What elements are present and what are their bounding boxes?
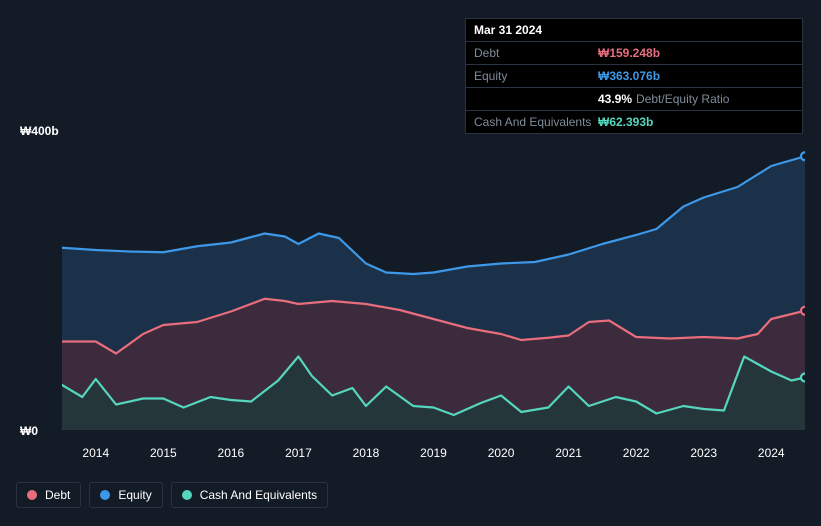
legend-label: Equity (118, 488, 151, 502)
tooltip-label: Debt (474, 46, 598, 60)
chart-legend: Debt Equity Cash And Equivalents (16, 482, 328, 508)
legend-item-cash-and-equivalents[interactable]: Cash And Equivalents (171, 482, 328, 508)
chart-area: ₩400b ₩0 2014201520162017201820192020202… (16, 124, 805, 464)
legend-label: Debt (45, 488, 70, 502)
x-axis-tick: 2016 (197, 446, 265, 464)
legend-swatch (182, 490, 192, 500)
tooltip-label: Equity (474, 69, 598, 83)
legend-item-debt[interactable]: Debt (16, 482, 81, 508)
legend-item-equity[interactable]: Equity (89, 482, 162, 508)
series-end-marker (801, 374, 805, 382)
tooltip-date-row: Mar 31 2024 (466, 19, 802, 42)
x-axis-tick: 2020 (467, 446, 535, 464)
x-axis-tick: 2017 (265, 446, 333, 464)
series-end-marker (801, 307, 805, 315)
x-axis-tick: 2024 (737, 446, 805, 464)
x-axis-tick: 2018 (332, 446, 400, 464)
tooltip-value-equity: ₩363.076b (598, 69, 660, 83)
legend-swatch (100, 490, 110, 500)
x-axis-tick: 2019 (400, 446, 468, 464)
tooltip-row-ratio: 43.9% Debt/Equity Ratio (466, 88, 802, 111)
x-axis-labels: 2014201520162017201820192020202120222023… (62, 446, 805, 464)
chart-svg[interactable] (62, 130, 805, 430)
x-axis-tick: 2015 (130, 446, 198, 464)
x-axis-tick: 2014 (62, 446, 130, 464)
tooltip-label (474, 92, 598, 106)
series-end-marker (801, 152, 805, 160)
tooltip-ratio-value: 43.9% (598, 92, 632, 106)
x-axis-tick: 2022 (602, 446, 670, 464)
tooltip-ratio: 43.9% Debt/Equity Ratio (598, 92, 729, 106)
tooltip-row-equity: Equity ₩363.076b (466, 65, 802, 88)
x-axis-tick: 2023 (670, 446, 738, 464)
tooltip-value-debt: ₩159.248b (598, 46, 660, 60)
y-axis-label-min: ₩0 (20, 424, 38, 438)
tooltip-date: Mar 31 2024 (474, 23, 542, 37)
chart-tooltip: Mar 31 2024 Debt ₩159.248b Equity ₩363.0… (465, 18, 803, 134)
tooltip-ratio-label: Debt/Equity Ratio (636, 92, 729, 106)
y-axis-label-max: ₩400b (20, 124, 59, 138)
tooltip-row-debt: Debt ₩159.248b (466, 42, 802, 65)
legend-label: Cash And Equivalents (200, 488, 317, 502)
legend-swatch (27, 490, 37, 500)
x-axis-tick: 2021 (535, 446, 603, 464)
